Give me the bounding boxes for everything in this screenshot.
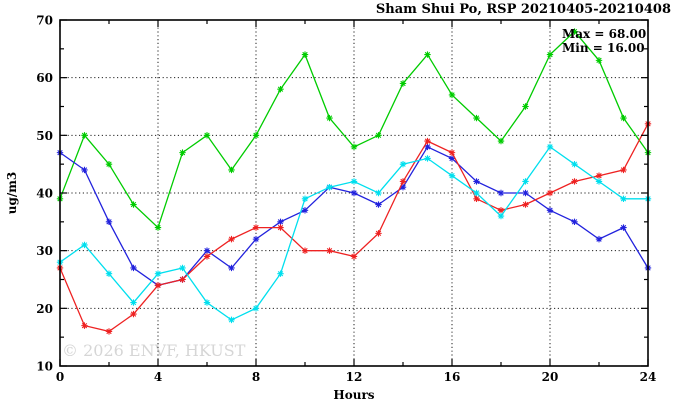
plot-layer: 0 4 8 12 16 20 24 10 20 30 40 50 60 70	[36, 14, 656, 385]
chart-title: Sham Shui Po, RSP 20210405-20210408	[376, 2, 671, 17]
y-tick-label-60: 60	[36, 71, 53, 85]
y-tick-label-40: 40	[36, 187, 53, 201]
x-tick-label-16: 16	[444, 370, 461, 384]
min-annotation: Min = 16.00	[562, 41, 645, 55]
series-line-blue	[59, 146, 649, 287]
x-axis-label: Hours	[333, 388, 374, 402]
series-line-red	[59, 123, 649, 333]
watermark: © 2026 ENVF, HKUST	[62, 341, 246, 360]
x-tick-label-0: 0	[56, 370, 64, 384]
max-annotation: Max = 68.00	[562, 27, 646, 41]
y-tick-label-20: 20	[36, 302, 53, 316]
y-tick-label-70: 70	[36, 14, 53, 28]
y-tick-label-30: 30	[36, 244, 53, 258]
series-markers-red	[56, 120, 652, 335]
x-tick-label-12: 12	[346, 370, 363, 384]
y-axis-label: ug/m3	[5, 172, 19, 215]
y-tick-label-50: 50	[36, 129, 53, 143]
x-tick-label-20: 20	[542, 370, 559, 384]
x-tick-label-8: 8	[252, 370, 260, 384]
y-tick-label-10: 10	[36, 360, 53, 374]
x-tick-label-4: 4	[154, 370, 162, 384]
series-line-green	[59, 30, 649, 229]
x-tick-label-24: 24	[640, 370, 657, 384]
